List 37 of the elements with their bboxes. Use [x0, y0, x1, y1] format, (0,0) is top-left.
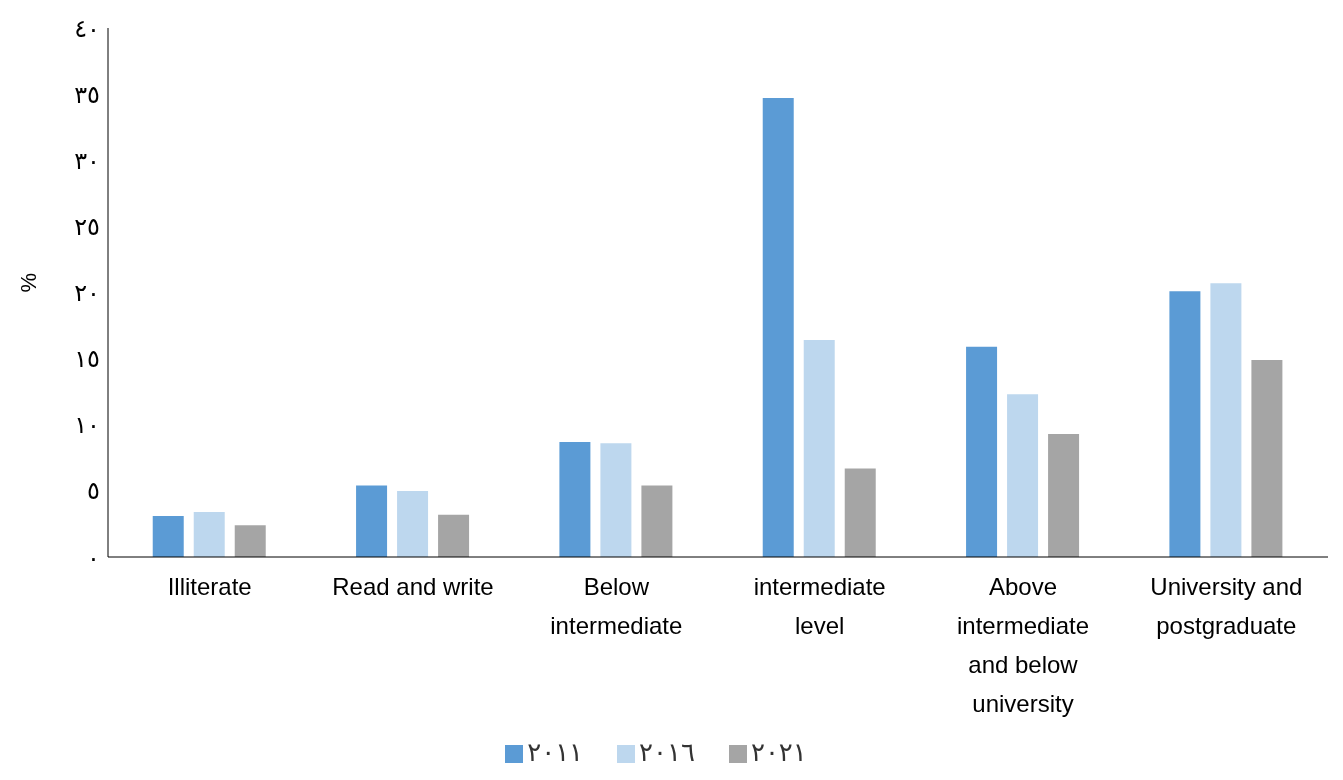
bar [559, 441, 591, 557]
x-tick-label: Read and write [332, 573, 494, 600]
y-tick-label: ٥ [87, 477, 100, 505]
bar [1169, 291, 1201, 557]
bar [438, 514, 470, 557]
x-tick-label: Illiterate [167, 573, 252, 600]
legend-label: ٢٠١٦ [639, 737, 695, 767]
y-tick-label: ٢٠ [74, 279, 100, 307]
y-tick-label: ٣٠ [74, 146, 100, 174]
bar [356, 485, 388, 557]
y-tick-label: ٠ [87, 543, 100, 571]
bar [803, 340, 835, 557]
y-tick-label: ٤٠ [74, 14, 100, 42]
y-axis-title: % [15, 272, 41, 293]
bar [966, 346, 998, 557]
bar [234, 525, 266, 557]
bar [1048, 434, 1080, 557]
bar [152, 516, 184, 557]
y-tick-label: ١٥ [74, 345, 100, 373]
bar [397, 490, 429, 557]
bar [762, 98, 794, 557]
x-tick-label: University and postgraduate [1150, 573, 1303, 639]
legend-label: ٢٠١١ [527, 737, 584, 767]
bar [1007, 394, 1039, 557]
bar [641, 485, 673, 557]
y-tick-label: ٣٥ [74, 80, 100, 108]
bar [193, 512, 225, 557]
y-tick-label: ٢٥ [74, 212, 100, 240]
bar [1251, 359, 1283, 557]
bar [844, 468, 876, 557]
y-tick-label: ١٠ [74, 411, 100, 439]
bar [600, 443, 632, 557]
x-tick-label: Above intermediate and below university [956, 573, 1090, 717]
x-tick-label: Below intermediate [550, 573, 683, 639]
legend-label: ٢٠٢١ [750, 737, 807, 767]
bar [1210, 283, 1242, 557]
x-tick-label: intermediate level [753, 573, 886, 639]
